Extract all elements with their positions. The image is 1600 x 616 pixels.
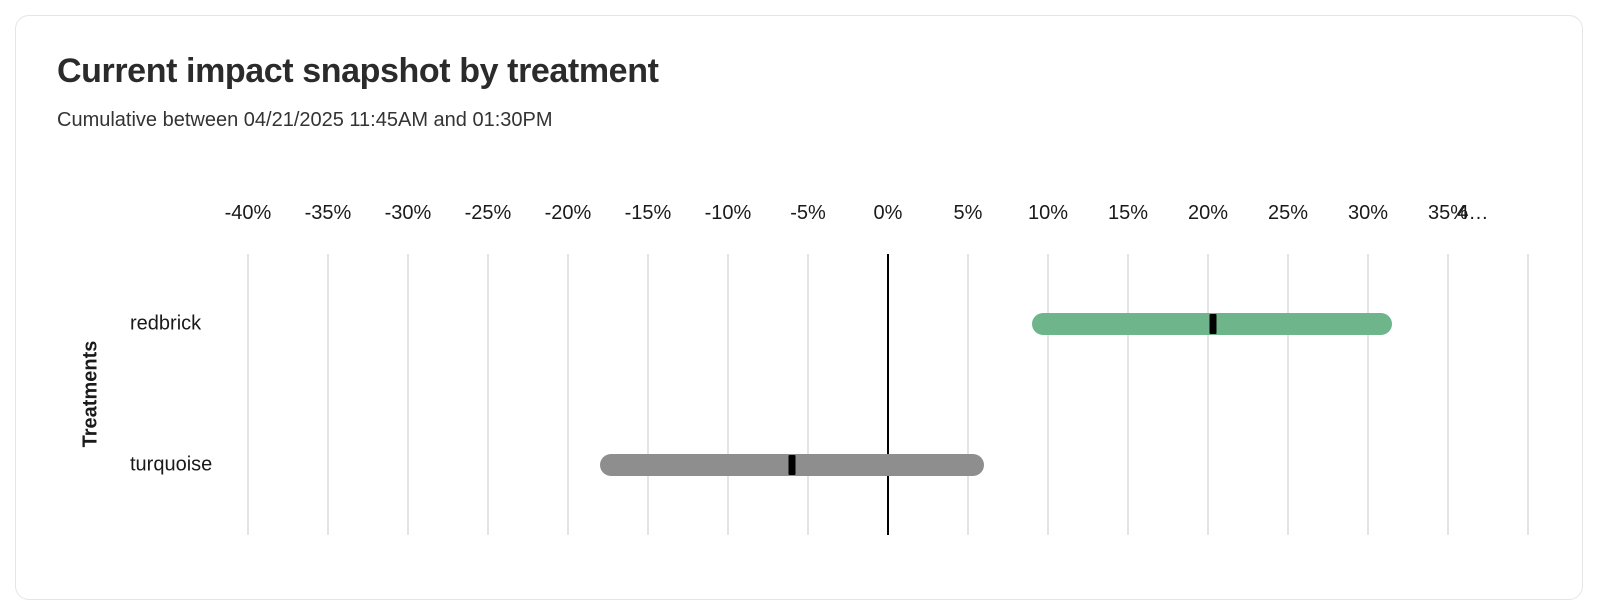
x-tick-label: 5% (953, 202, 983, 224)
gridline (1287, 254, 1289, 535)
x-tick-label: 30% (1347, 202, 1389, 224)
gridline (727, 254, 729, 535)
x-tick-label: 4… (1457, 202, 1489, 224)
x-tick-label: -15% (624, 202, 672, 224)
chart-subtitle: Cumulative between 04/21/2025 11:45AM an… (57, 109, 553, 131)
category-label-redbrick: redbrick (130, 312, 202, 335)
gridline (647, 254, 649, 535)
gridline (567, 254, 569, 535)
gridline (1447, 254, 1449, 535)
gridline (1047, 254, 1049, 535)
category-label-turquoise: turquoise (130, 453, 213, 476)
gridline (247, 254, 249, 535)
gridline (407, 254, 409, 535)
x-tick-label: -30% (384, 202, 432, 224)
chart-card (15, 15, 1583, 600)
x-tick-label: 35% (1427, 202, 1469, 224)
gridline (807, 254, 809, 535)
x-tick-label: -35% (304, 202, 352, 224)
chart-title: Current impact snapshot by treatment (57, 52, 659, 90)
gridline (1207, 254, 1209, 535)
x-tick-label: 0% (873, 202, 903, 224)
zero-axis-line (887, 254, 889, 535)
y-axis-title: Treatments (79, 340, 102, 448)
gridline (1367, 254, 1369, 535)
gridline (967, 254, 969, 535)
gridline (1127, 254, 1129, 535)
x-tick-label: -20% (544, 202, 592, 224)
x-tick-label: -25% (464, 202, 512, 224)
x-tick-label: 10% (1027, 202, 1069, 224)
x-tick-label: -10% (704, 202, 752, 224)
point-estimate-marker-redbrick (1209, 314, 1217, 335)
point-estimate-marker-turquoise (788, 454, 796, 475)
x-tick-label: -5% (790, 202, 826, 224)
x-tick-label: 25% (1267, 202, 1309, 224)
gridline (1527, 254, 1529, 535)
x-tick-label: 20% (1187, 202, 1229, 224)
gridline (487, 254, 489, 535)
x-tick-label: -40% (224, 202, 272, 224)
gridline (327, 254, 329, 535)
x-tick-label: 15% (1107, 202, 1149, 224)
